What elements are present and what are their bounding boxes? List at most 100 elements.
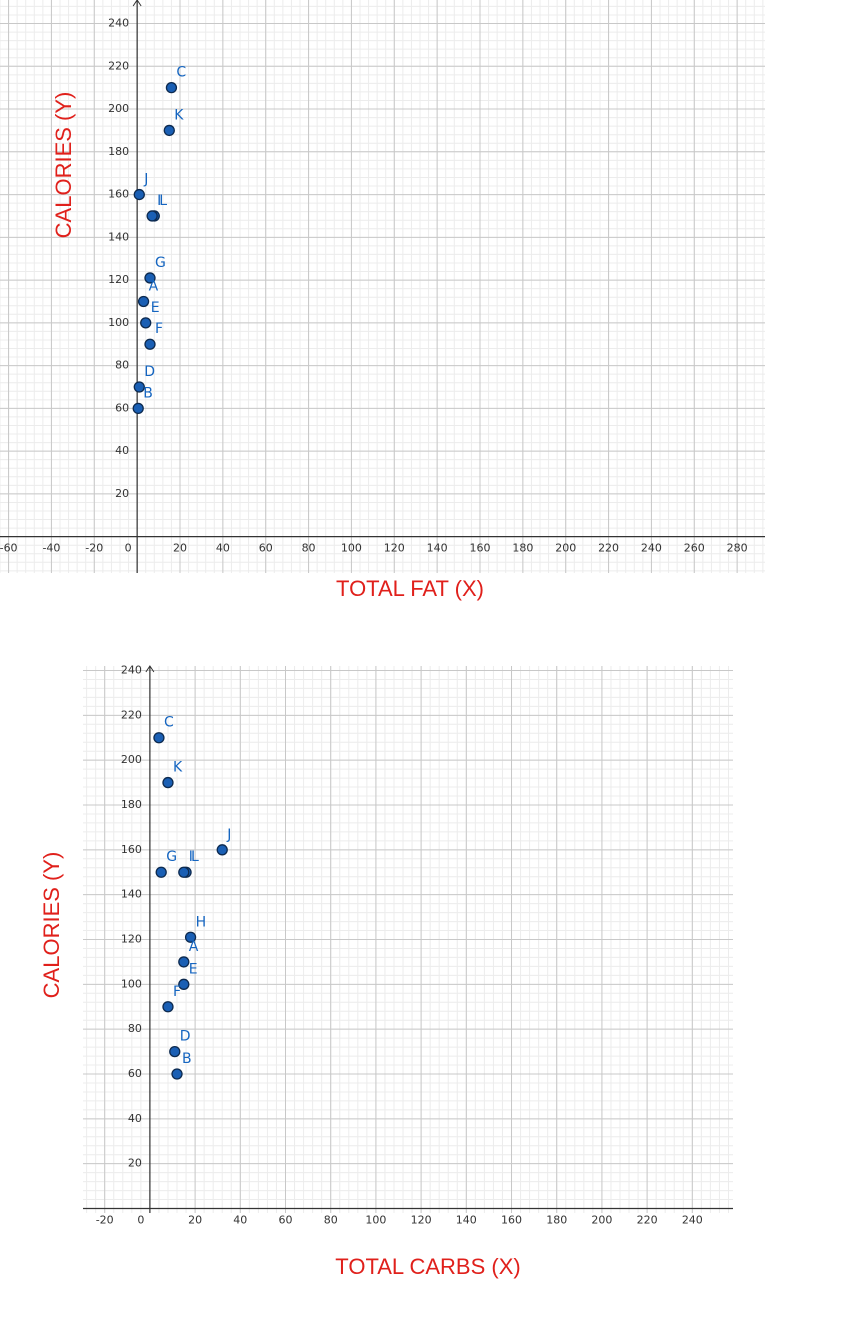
x-tick-label: 260 bbox=[684, 542, 705, 555]
point-label: E bbox=[189, 961, 198, 977]
point-label: D bbox=[144, 364, 155, 380]
x-tick-label: 240 bbox=[641, 542, 662, 555]
x-tick-label: 180 bbox=[546, 1214, 567, 1227]
x-tick-label: 60 bbox=[279, 1214, 293, 1227]
x-tick-label: 160 bbox=[501, 1214, 522, 1227]
y-tick-label: 120 bbox=[121, 933, 142, 946]
x-tick-label: 220 bbox=[637, 1214, 658, 1227]
point-label: B bbox=[143, 385, 153, 401]
x-tick-label: 40 bbox=[216, 542, 230, 555]
point-label: C bbox=[164, 715, 174, 731]
point bbox=[146, 210, 158, 222]
x-tick-label: 200 bbox=[591, 1214, 612, 1227]
x-tick-label: 140 bbox=[427, 542, 448, 555]
x-tick-label: 80 bbox=[324, 1214, 338, 1227]
x-axis-title: TOTAL CARBS (X) bbox=[335, 1254, 520, 1279]
point bbox=[132, 402, 144, 415]
x-tick-label: 0 bbox=[125, 542, 132, 555]
y-axis-arrow bbox=[145, 665, 155, 673]
y-axis-title: CALORIES (Y) bbox=[39, 852, 64, 999]
point bbox=[169, 1045, 181, 1058]
x-axis-title: TOTAL FAT (X) bbox=[336, 576, 484, 601]
y-tick-label: 60 bbox=[128, 1067, 142, 1080]
y-tick-label: 140 bbox=[108, 230, 129, 243]
x-tick-label: 140 bbox=[456, 1214, 477, 1227]
y-tick-label: 160 bbox=[108, 188, 129, 201]
y-tick-label: 220 bbox=[121, 708, 142, 721]
x-tick-label: 120 bbox=[411, 1214, 432, 1227]
y-tick-label: 80 bbox=[128, 1022, 142, 1035]
point-label: C bbox=[176, 65, 186, 81]
y-tick-label: 100 bbox=[108, 316, 129, 329]
x-tick-label: 40 bbox=[233, 1214, 247, 1227]
point-label: D bbox=[180, 1029, 191, 1045]
y-tick-label: 160 bbox=[121, 843, 142, 856]
chart: -20 0 20 40 60 80 100 120 140 160 180 200 220 240 20 40… bbox=[39, 663, 733, 1279]
point-label: L bbox=[191, 849, 199, 865]
point bbox=[178, 956, 190, 968]
point-label: G bbox=[155, 255, 166, 271]
point bbox=[178, 866, 190, 878]
x-tick-label: 80 bbox=[302, 542, 316, 555]
point-label: L bbox=[159, 193, 167, 209]
x-tick-label: 180 bbox=[512, 542, 533, 555]
x-tick-label: 280 bbox=[727, 542, 748, 555]
y-tick-label: 20 bbox=[128, 1157, 142, 1170]
point bbox=[162, 776, 174, 789]
point-label: K bbox=[174, 107, 184, 123]
y-tick-label: 60 bbox=[115, 401, 129, 414]
point bbox=[216, 844, 228, 856]
point bbox=[133, 381, 145, 393]
point bbox=[178, 978, 190, 990]
point-label: F bbox=[173, 984, 181, 1000]
x-tick-label: -60 bbox=[0, 542, 18, 555]
point-label: J bbox=[143, 172, 148, 188]
point bbox=[184, 931, 197, 943]
y-tick-label: 80 bbox=[115, 359, 129, 372]
point bbox=[137, 295, 150, 308]
point bbox=[163, 124, 175, 137]
point bbox=[155, 866, 167, 878]
x-tick-label: -20 bbox=[85, 542, 103, 555]
point bbox=[162, 1001, 174, 1013]
x-tick-label: 100 bbox=[365, 1214, 386, 1227]
point-label: K bbox=[173, 760, 183, 776]
y-tick-label: 40 bbox=[115, 444, 129, 457]
point-label: I bbox=[189, 849, 193, 865]
point-label: G bbox=[166, 849, 177, 865]
x-tick-label: -40 bbox=[42, 542, 60, 555]
point bbox=[144, 272, 156, 284]
x-tick-label: 100 bbox=[341, 542, 362, 555]
x-tick-label: 20 bbox=[173, 542, 187, 555]
y-axis-title: CALORIES (Y) bbox=[51, 92, 76, 239]
point bbox=[153, 732, 165, 744]
x-tick-label: 160 bbox=[470, 542, 491, 555]
point bbox=[165, 82, 178, 94]
y-tick-label: 140 bbox=[121, 888, 142, 901]
x-tick-label: 120 bbox=[384, 542, 405, 555]
x-tick-label: 220 bbox=[598, 542, 619, 555]
point bbox=[144, 338, 156, 350]
y-tick-label: 120 bbox=[108, 273, 129, 286]
y-axis-arrow bbox=[132, 0, 142, 7]
point-label: F bbox=[155, 321, 163, 337]
point bbox=[140, 317, 152, 329]
point-label: B bbox=[182, 1051, 192, 1067]
y-tick-label: 200 bbox=[121, 753, 142, 766]
point-label: E bbox=[151, 300, 160, 316]
point bbox=[171, 1068, 183, 1080]
point-label: I bbox=[157, 193, 161, 209]
point-label: H bbox=[196, 914, 207, 930]
y-tick-label: 240 bbox=[121, 663, 142, 676]
x-tick-label: 240 bbox=[682, 1214, 703, 1227]
x-tick-label: 0 bbox=[137, 1214, 144, 1227]
point-label: A bbox=[149, 278, 159, 294]
y-tick-label: 220 bbox=[108, 59, 129, 72]
point-label: J bbox=[226, 827, 231, 843]
x-tick-label: -20 bbox=[96, 1214, 114, 1227]
point-label: A bbox=[189, 939, 199, 955]
x-tick-label: 60 bbox=[259, 542, 273, 555]
y-tick-label: 20 bbox=[115, 487, 129, 500]
